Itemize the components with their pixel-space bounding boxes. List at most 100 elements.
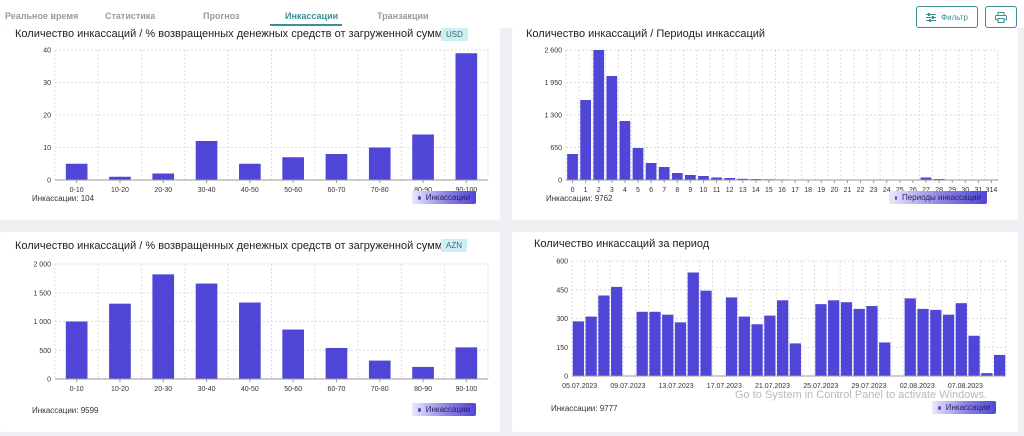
legend-button[interactable]: Инкассации [932, 401, 996, 414]
x-tick-label: 10 [700, 187, 708, 194]
y-tick-label: 40 [43, 48, 51, 55]
collections-count: Инкассации: 104 [32, 194, 95, 203]
bar [968, 335, 980, 376]
bar [920, 177, 932, 180]
x-tick-label: 20 [830, 187, 838, 194]
x-tick-label: 16 [778, 187, 786, 194]
bar [239, 163, 261, 180]
y-tick-label: 1 000 [33, 319, 51, 326]
y-tick-label: 20 [43, 113, 51, 120]
chart-card-by-period: Количество инкассаций за период 0 150 300 4… [512, 232, 1018, 432]
x-tick-label: 15 [765, 187, 773, 194]
y-tick-label: 2 000 [33, 262, 51, 269]
legend-button[interactable]: Инкассации [412, 191, 476, 204]
x-tick-label: 5 [636, 187, 640, 194]
active-tab-indicator [270, 24, 342, 26]
x-tick-label: 22 [857, 187, 865, 194]
y-tick-label: 1 950 [544, 80, 562, 87]
collections-count: Инкассации: 9777 [551, 404, 618, 413]
x-tick-label: 90-100 [455, 386, 477, 393]
y-tick-label: 600 [556, 259, 568, 266]
x-tick-label: 40-50 [241, 386, 259, 393]
bar [815, 304, 827, 376]
x-tick-label: 9 [688, 187, 692, 194]
bar [981, 373, 993, 376]
x-tick-label: 13.07.2023 [659, 383, 694, 390]
tab-realtime[interactable]: Реальное время [5, 11, 79, 21]
tab-forecast[interactable]: Прогноз [203, 11, 240, 21]
y-tick-label: 0 [47, 377, 51, 384]
bar [738, 316, 750, 376]
x-tick-label: 80-90 [414, 187, 432, 194]
filter-button-label: Фильтр [941, 12, 968, 22]
bar [917, 308, 929, 376]
bar [994, 354, 1006, 376]
x-tick-label: 31 [974, 187, 982, 194]
x-tick-label: 60-70 [327, 386, 345, 393]
bar [662, 314, 674, 376]
x-tick-label: 314 [986, 187, 998, 194]
bar [325, 154, 348, 180]
bar [764, 315, 776, 376]
x-tick-label: 10-20 [111, 187, 129, 194]
legend-button[interactable]: Периоды инкассации [889, 191, 987, 204]
bar [195, 283, 218, 379]
x-tick-label: 6 [649, 187, 653, 194]
x-tick-label: 4 [623, 187, 627, 194]
y-tick-label: 0 [558, 178, 562, 185]
tab-collections[interactable]: Инкассации [285, 11, 339, 21]
x-tick-label: 80-90 [414, 386, 432, 393]
bar [658, 167, 670, 180]
bar [674, 322, 687, 376]
x-tick-label: 23 [870, 187, 878, 194]
x-tick-label: 20-30 [154, 386, 172, 393]
x-tick-label: 13 [739, 187, 747, 194]
bar [619, 121, 631, 180]
x-tick-label: 12 [726, 187, 734, 194]
bar [700, 290, 712, 376]
x-tick-label: 40-50 [241, 187, 259, 194]
bar [789, 343, 801, 376]
x-tick-label: 70-80 [371, 187, 389, 194]
filter-button[interactable]: Фильтр [916, 6, 978, 28]
tab-transactions[interactable]: Транзакции [377, 11, 429, 21]
x-tick-label: 2 [597, 187, 601, 194]
y-tick-label: 1 500 [33, 290, 51, 297]
x-tick-label: 25 [896, 187, 904, 194]
bar [725, 297, 738, 376]
bar [632, 148, 644, 180]
bar [65, 163, 88, 180]
x-tick-label: 30 [961, 187, 969, 194]
x-tick-label: 17 [791, 187, 799, 194]
tab-statistics[interactable]: Статистика [105, 11, 156, 21]
bar [724, 178, 736, 180]
chart-title: Количество инкассаций / Периоды инкассац… [526, 28, 766, 40]
bar [904, 298, 916, 376]
collections-count: Инкассации: 9599 [32, 406, 99, 415]
bar [412, 366, 434, 379]
legend-button[interactable]: Инкассации [412, 403, 476, 416]
bar [687, 272, 699, 376]
bar [649, 311, 661, 376]
bar [777, 300, 789, 376]
bar [828, 300, 840, 376]
legend-label: Инкассации [425, 193, 470, 202]
chart-card-periods: Количество инкассаций / Периоды инкассац… [512, 28, 1018, 220]
bar [636, 311, 648, 376]
print-button[interactable] [985, 6, 1017, 28]
bar-chart-usd: 0 10 20 30 40 0-10 10-20 20-30 30-40 40-50 50-60 60… [43, 48, 489, 194]
bar [195, 141, 218, 180]
x-tick-label: 09.07.2023 [610, 383, 645, 390]
x-tick-label: 11 [713, 187, 720, 194]
x-tick-label: 0-10 [70, 187, 84, 194]
bar [930, 309, 942, 376]
x-tick-label: 20-30 [154, 187, 172, 194]
legend-dot-icon [418, 407, 421, 412]
legend-dot-icon [895, 195, 897, 200]
x-tick-label: 05.07.2023 [562, 383, 597, 390]
x-tick-label: 90-100 [455, 187, 477, 194]
bar [853, 308, 865, 376]
chart-card-azn: Количество инкассаций / % возвращенных д… [0, 232, 500, 432]
bar [671, 173, 683, 180]
bar [455, 53, 478, 180]
